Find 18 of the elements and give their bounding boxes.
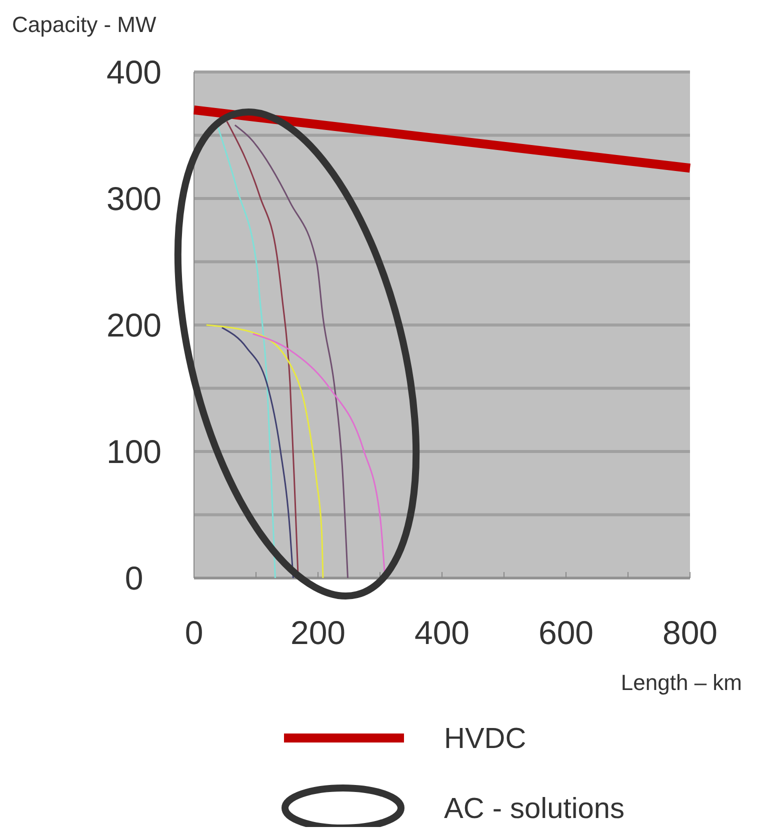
- x-tick-label: 800: [662, 614, 718, 651]
- y-tick-label: 300: [106, 180, 162, 218]
- line-series: [234, 124, 349, 579]
- x-tick-label: 0: [184, 614, 204, 651]
- y-axis-title: Capacity - MW: [12, 12, 156, 37]
- y-tick-label: 400: [106, 54, 162, 91]
- y-tick-label: 0: [124, 560, 144, 597]
- x-tick-label: 400: [414, 614, 470, 651]
- text: AC - solutions: [444, 793, 625, 826]
- x-tick-label: 200: [290, 614, 346, 651]
- line-series: [217, 126, 276, 579]
- x-axis-title: Length – km: [620, 670, 742, 695]
- legend-label: HVDC: [444, 723, 526, 756]
- x-tick-label: 600: [538, 614, 594, 651]
- line-series: [206, 324, 324, 579]
- y-tick-label: 200: [106, 306, 162, 344]
- line-series: [221, 326, 294, 579]
- y-tick-label: 100: [106, 433, 162, 470]
